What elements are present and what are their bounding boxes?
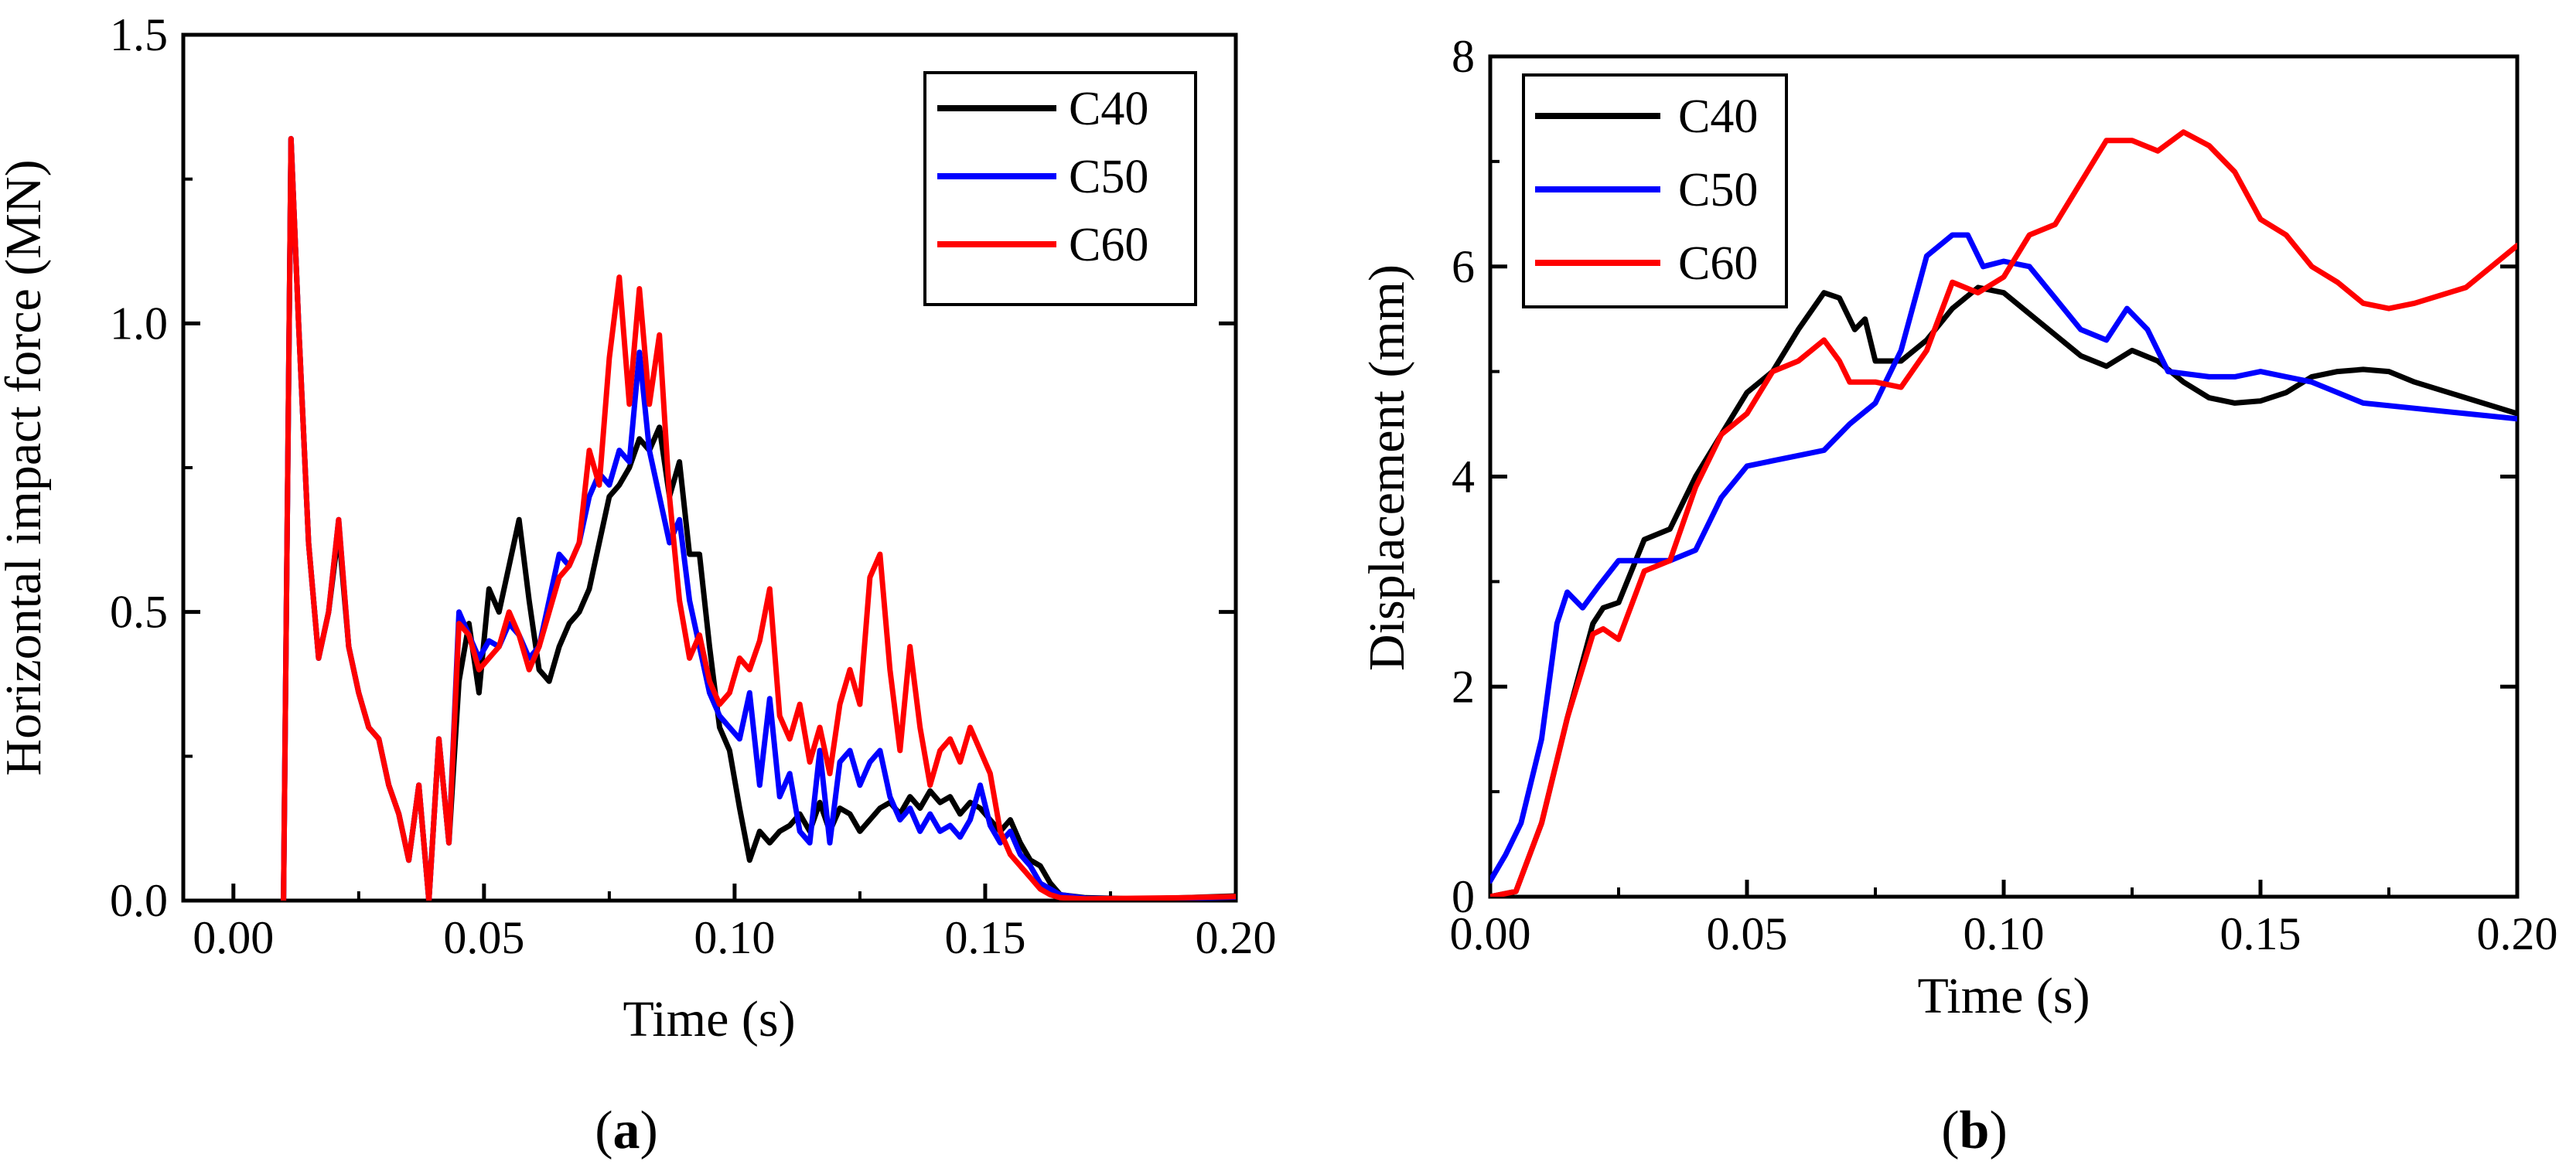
panel-caption-a: (a) [595, 1101, 658, 1160]
y-tick-label: 0.5 [110, 587, 168, 638]
y-tick-label: 2 [1452, 661, 1475, 712]
series-line-c60 [281, 135, 1236, 901]
legend-label-c40: C40 [1678, 90, 1758, 143]
y-tick-label: 4 [1452, 451, 1475, 502]
x-axis-title: Time (s) [1917, 968, 2090, 1024]
series-line-c60 [1490, 129, 2517, 897]
x-tick-label: 0.05 [443, 912, 524, 963]
series-lines [281, 135, 1236, 901]
panel-letter-b: b [1960, 1101, 1990, 1160]
x-tick-label: 0.05 [1707, 908, 1788, 959]
y-tick-label: 0.0 [110, 875, 168, 926]
legend-label-c60: C60 [1069, 219, 1148, 271]
x-axis-title: Time (s) [623, 991, 795, 1047]
y-axis-title: Displacement (mm) [1359, 264, 1415, 671]
x-tick-label: 0.00 [193, 912, 274, 963]
panel-b-displacement-chart: 0 2 4 6 8 0.00 0.05 0.10 0.15 0.20 Displacement … [1359, 31, 2558, 1160]
legend: C40 C50 C60 [1522, 73, 1788, 308]
x-tick-label: 0.00 [1450, 908, 1531, 959]
panel-caption-b: (b) [1941, 1101, 2008, 1160]
x-tick-label: 0.10 [1964, 908, 2045, 959]
series-line-c50 [1490, 232, 2517, 884]
legend: C40 C50 C60 [923, 71, 1197, 306]
legend-label-c50: C50 [1069, 151, 1148, 203]
x-axis-ticks: 0.00 0.05 0.10 0.15 0.20 [1450, 880, 2558, 959]
x-tick-label: 0.15 [944, 912, 1025, 963]
series-lines [1490, 129, 2517, 897]
panel-letter-a: a [613, 1101, 640, 1160]
x-axis-ticks: 0.00 0.05 0.10 0.15 0.20 [193, 884, 1277, 963]
legend-label-c50: C50 [1678, 164, 1758, 216]
series-line-c40 [1490, 284, 2517, 897]
y-tick-label: 0 [1452, 871, 1475, 922]
y-axis-ticks: 0 2 4 6 8 [1452, 31, 2517, 922]
legend-label-c40: C40 [1069, 83, 1148, 135]
y-tick-label: 1.0 [110, 298, 168, 349]
y-tick-label: 8 [1452, 31, 1475, 82]
legend-label-c60: C60 [1678, 237, 1758, 290]
x-tick-label: 0.20 [1196, 912, 1277, 963]
x-tick-label: 0.15 [2220, 908, 2301, 959]
panel-a-force-chart: 0.0 0.5 1.0 1.5 0.00 0.05 0.10 0.15 0.20 Horizo… [0, 9, 1277, 1160]
y-axis-ticks: 0.0 0.5 1.0 1.5 [110, 9, 1236, 926]
y-tick-label: 6 [1452, 241, 1475, 292]
y-tick-label: 1.5 [110, 9, 168, 60]
y-axis-title: Horizontal impact force (MN) [0, 159, 52, 775]
x-tick-label: 0.20 [2477, 908, 2558, 959]
x-tick-label: 0.10 [694, 912, 775, 963]
